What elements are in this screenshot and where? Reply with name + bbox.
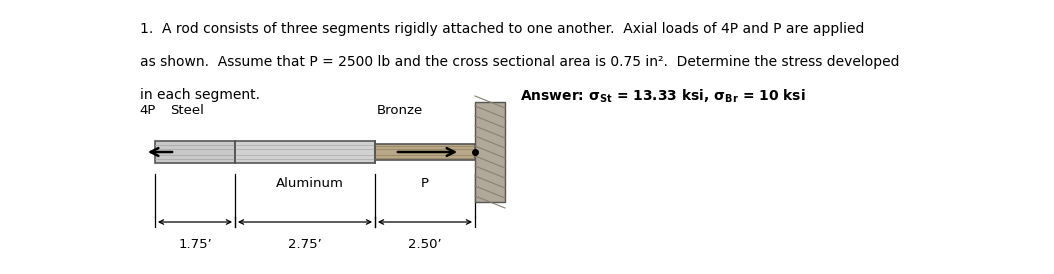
Text: 4P: 4P — [140, 104, 156, 117]
Text: 1.75’: 1.75’ — [178, 238, 212, 251]
Text: 2.50’: 2.50’ — [408, 238, 442, 251]
Bar — [375, 144, 475, 160]
Text: Aluminum: Aluminum — [276, 177, 344, 190]
Bar — [475, 102, 505, 202]
Text: in each segment.: in each segment. — [140, 88, 260, 102]
Text: Bronze: Bronze — [377, 104, 424, 117]
Bar — [155, 141, 235, 163]
Text: as shown.  Assume that P = 2500 lb and the cross sectional area is 0.75 in².  De: as shown. Assume that P = 2500 lb and th… — [140, 55, 899, 69]
Text: 1.  A rod consists of three segments rigidly attached to one another.  Axial loa: 1. A rod consists of three segments rigi… — [140, 22, 864, 36]
Bar — [235, 141, 375, 163]
Text: 2.75’: 2.75’ — [288, 238, 321, 251]
Text: P: P — [421, 177, 429, 190]
Text: Answer: $\mathbf{\sigma_{St}}$ = 13.33 ksi, $\mathbf{\sigma_{Br}}$ = 10 ksi: Answer: $\mathbf{\sigma_{St}}$ = 13.33 k… — [520, 88, 805, 105]
Text: Steel: Steel — [170, 104, 203, 117]
